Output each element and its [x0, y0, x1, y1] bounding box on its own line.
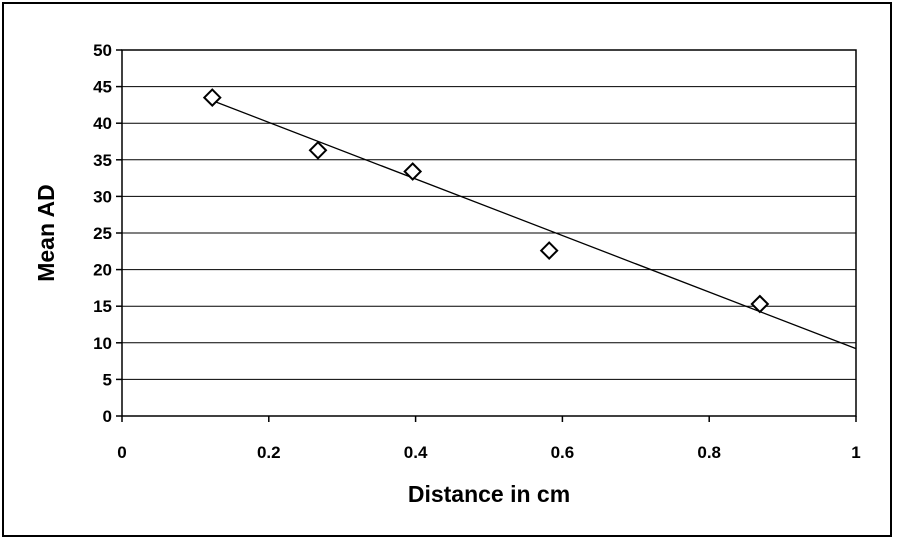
- y-tick-label: 10: [93, 334, 112, 353]
- y-tick-label: 20: [93, 261, 112, 280]
- y-tick-label: 15: [93, 297, 112, 316]
- x-tick-label: 0.6: [551, 443, 575, 462]
- x-axis: 0 0.2 0.4 0.6 0.8 1: [117, 416, 860, 462]
- y-tick-label: 35: [93, 151, 112, 170]
- y-axis-title: Mean AD: [33, 184, 59, 282]
- y-tick-label: 25: [93, 224, 112, 243]
- x-tick-label: 0.2: [257, 443, 281, 462]
- data-point: [405, 164, 421, 180]
- y-axis: 0 5 10 15 20 25 30 35 40 45 50: [93, 41, 122, 426]
- y-tick-label: 30: [93, 187, 112, 206]
- gridlines: [122, 87, 856, 380]
- x-axis-title: Distance in cm: [408, 481, 570, 507]
- data-point: [541, 243, 557, 259]
- y-tick-label: 40: [93, 114, 112, 133]
- data-point: [310, 142, 326, 158]
- y-tick-label: 0: [103, 407, 112, 426]
- y-tick-label: 45: [93, 78, 112, 97]
- x-tick-label: 0.4: [404, 443, 428, 462]
- x-tick-label: 0.8: [697, 443, 721, 462]
- y-tick-label: 50: [93, 41, 112, 60]
- x-tick-label: 1: [851, 443, 860, 462]
- x-tick-label: 0: [117, 443, 126, 462]
- y-tick-label: 5: [103, 370, 112, 389]
